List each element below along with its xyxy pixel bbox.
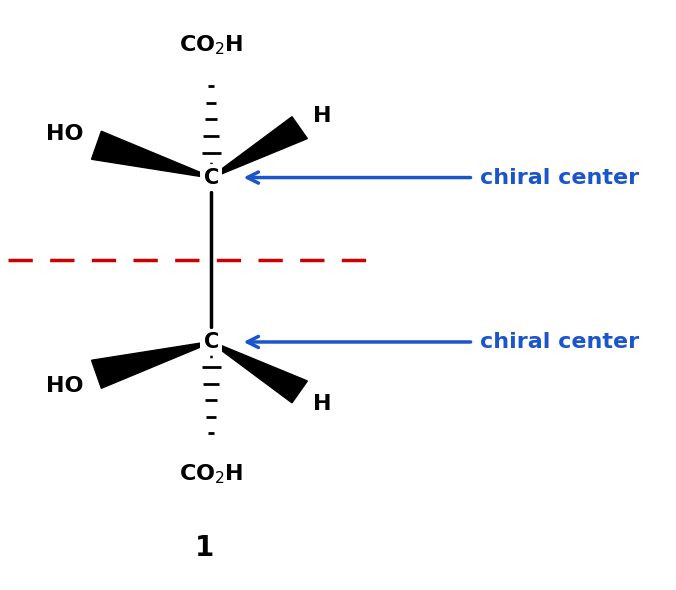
Polygon shape [211,117,308,178]
Polygon shape [211,342,308,403]
Text: CO$_2$H: CO$_2$H [179,34,243,57]
Text: C: C [203,168,219,188]
Text: CO$_2$H: CO$_2$H [179,463,243,486]
Text: C: C [203,332,219,352]
Text: H: H [313,394,331,414]
Polygon shape [91,342,212,388]
Text: chiral center: chiral center [480,332,639,352]
Text: HO: HO [46,123,83,143]
Text: 1: 1 [195,533,214,562]
Polygon shape [91,131,212,178]
Text: H: H [313,106,331,126]
Text: chiral center: chiral center [480,168,639,188]
Text: HO: HO [46,376,83,396]
